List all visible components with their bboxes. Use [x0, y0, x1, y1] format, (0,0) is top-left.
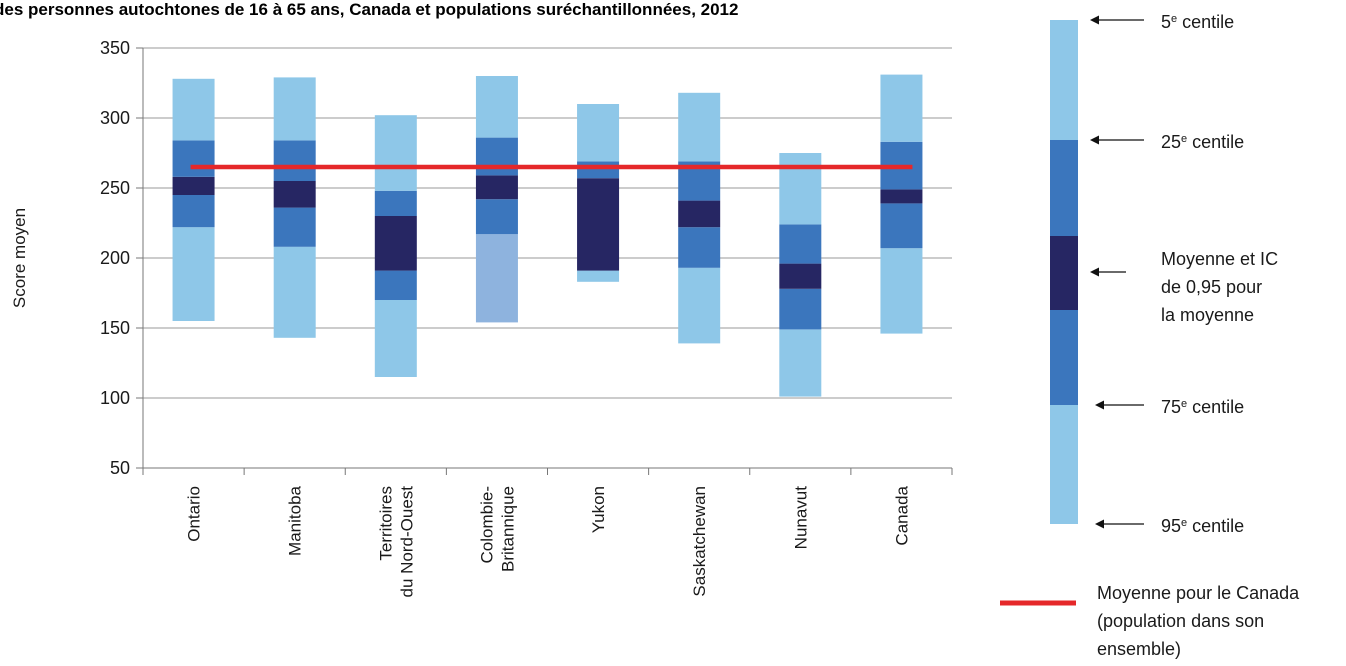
x-category-label-line: Colombie-	[477, 486, 496, 563]
p25-cilow-segment	[172, 195, 215, 228]
y-tick-label: 200	[100, 248, 130, 268]
legend-arrow-head	[1090, 135, 1099, 145]
legend-label-mean-ci: la moyenne	[1161, 305, 1254, 325]
p75-p95-segment	[273, 77, 316, 141]
y-tick-labels: 50 100 150 200 250 300 350	[100, 38, 130, 478]
p25-cilow-segment	[374, 270, 417, 300]
x-category-label: Nunavut	[791, 486, 810, 550]
x-category-label: Territoires du Nord-Ouest	[376, 486, 416, 598]
p75-p95-segment	[577, 104, 620, 162]
p25-cilow-segment	[678, 227, 721, 268]
x-category-label-line: Ontario	[185, 486, 204, 542]
p5-p25-segment	[374, 300, 417, 377]
y-tick-label: 250	[100, 178, 130, 198]
x-category-label-line: Yukon	[589, 486, 608, 533]
legend-reference-label: (population dans son	[1097, 611, 1264, 631]
mean-ci-segment	[273, 181, 316, 208]
p75-p95-segment	[880, 74, 923, 142]
cihigh-p75-segment	[475, 137, 518, 176]
legend: 5e centile 25e centile 75e centile 95e cent…	[1000, 12, 1300, 659]
legend-label: 5e centile	[1161, 12, 1234, 32]
p5-p25-segment	[880, 248, 923, 334]
p75-p95-segment	[779, 153, 822, 225]
x-category-label: Canada	[892, 485, 911, 545]
p25-cilow-segment	[779, 288, 822, 330]
x-category-label-line: du Nord-Ouest	[397, 486, 416, 598]
x-category-label: Saskatchewan	[690, 486, 709, 597]
legend-arrow-head	[1095, 519, 1104, 529]
y-tick-label: 50	[110, 458, 130, 478]
p75-p95-segment	[374, 115, 417, 191]
y-tick-label: 350	[100, 38, 130, 58]
x-category-label-line: Saskatchewan	[690, 486, 709, 597]
legend-p75-p95-swatch	[1050, 405, 1078, 524]
legend-label: 75e centile	[1161, 397, 1244, 417]
axes	[136, 47, 953, 475]
legend-label: 25e centile	[1161, 132, 1244, 152]
box-bars	[172, 74, 923, 397]
x-category-label-line: Nunavut	[791, 486, 810, 550]
p25-cilow-segment	[273, 207, 316, 247]
cihigh-p75-segment	[172, 140, 215, 177]
y-tick-label: 300	[100, 108, 130, 128]
grid-lines	[143, 47, 952, 399]
legend-label-mean-ci: de 0,95 pour	[1161, 277, 1262, 297]
mean-ci-segment	[779, 263, 822, 289]
x-category-label-line: Britannique	[498, 486, 517, 572]
x-category-label-line: Territoires	[376, 486, 395, 561]
legend-label-mean-ci: Moyenne et IC	[1161, 249, 1278, 269]
legend-arrow-head	[1090, 15, 1099, 25]
x-category-label: Yukon	[589, 486, 608, 533]
y-tick-label: 150	[100, 318, 130, 338]
legend-reference-label: ensemble)	[1097, 639, 1181, 659]
mean-ci-segment	[880, 189, 923, 204]
p5-p25-segment	[678, 267, 721, 344]
legend-reference-label: Moyenne pour le Canada	[1097, 583, 1300, 603]
x-category-label-line: Manitoba	[286, 485, 305, 555]
chart-title: des personnes autochtones de 16 à 65 ans…	[0, 0, 738, 19]
x-category-label: Ontario	[185, 486, 204, 542]
cihigh-p75-segment	[273, 140, 316, 181]
p5-p25-segment	[172, 227, 215, 321]
p5-p25-segment	[577, 270, 620, 282]
legend-p25-mean-swatch	[1050, 140, 1078, 236]
legend-label: 95e centile	[1161, 516, 1244, 536]
legend-arrow-head	[1090, 267, 1099, 277]
mean-ci-segment	[172, 176, 215, 195]
x-category-label: Colombie- Britannique	[477, 486, 517, 572]
cihigh-p75-segment	[577, 161, 620, 179]
legend-mean-p75-swatch	[1050, 310, 1078, 405]
p5-p25-segment	[475, 234, 518, 323]
y-axis-label: Score moyen	[10, 208, 29, 308]
p25-cilow-segment	[880, 203, 923, 249]
legend-p5-p25-swatch	[1050, 20, 1078, 140]
legend-arrow-head	[1095, 400, 1104, 410]
mean-ci-segment	[678, 200, 721, 228]
mean-ci-segment	[577, 178, 620, 271]
cihigh-p75-segment	[374, 190, 417, 216]
cihigh-p75-segment	[779, 224, 822, 264]
p25-cilow-segment	[475, 199, 518, 235]
x-category-labels: Ontario Manitoba Territoires du Nord-Ouest C…	[185, 485, 912, 597]
mean-ci-segment	[374, 216, 417, 271]
legend-mean-ci-swatch	[1050, 236, 1078, 310]
p5-p25-segment	[779, 329, 822, 397]
x-category-label: Manitoba	[286, 485, 305, 555]
p75-p95-segment	[475, 76, 518, 138]
y-tick-label: 100	[100, 388, 130, 408]
p75-p95-segment	[678, 92, 721, 162]
p75-p95-segment	[172, 78, 215, 141]
mean-ci-segment	[475, 175, 518, 200]
p5-p25-segment	[273, 246, 316, 338]
x-category-label-line: Canada	[892, 485, 911, 545]
